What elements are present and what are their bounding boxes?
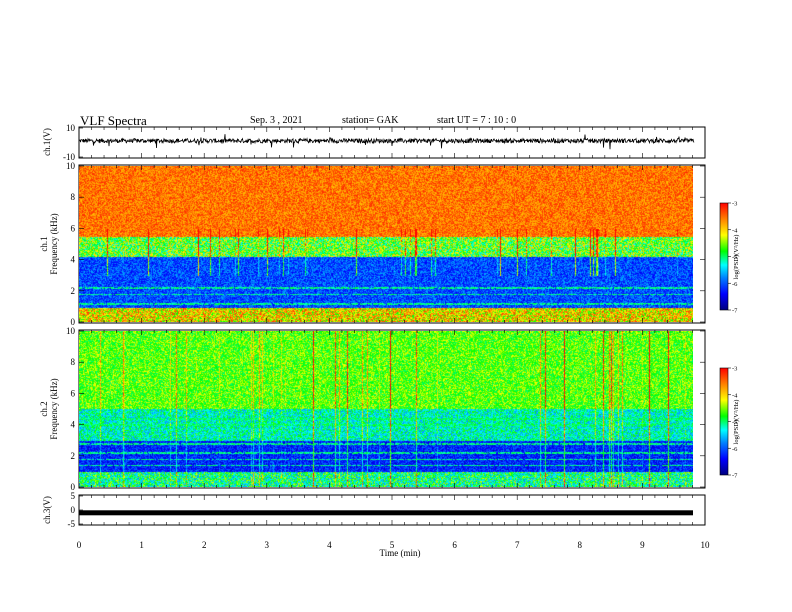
- x-tick-label: 8: [578, 540, 583, 550]
- ch2-colorbar: [719, 367, 729, 476]
- ch3-waveform-trace: [79, 510, 693, 516]
- ch1-spectrogram-heatmap: [79, 166, 693, 322]
- y-tick-label: 8: [71, 192, 76, 202]
- colorbar-tick-label: -3: [732, 366, 737, 373]
- x-axis-title: Time (min): [380, 548, 421, 558]
- y-tick-label: 0: [71, 317, 76, 327]
- ch1-spectrogram-ylabel-channel: ch.1: [39, 236, 49, 251]
- x-tick-label: 3: [265, 540, 270, 550]
- x-tick-label: 1: [139, 540, 144, 550]
- y-tick-label: 10: [66, 326, 76, 336]
- axis-ticks: 0 1 2 3 4 5 6 7 8 9 100246810024681010-1050-5-3-4-…: [63, 123, 738, 550]
- ch2-spectrogram-heatmap: [79, 331, 693, 487]
- colorbar-tick-label: -7: [732, 473, 738, 480]
- x-tick-label: 2: [202, 540, 207, 550]
- y-tick-label: 10: [66, 161, 76, 171]
- x-tick-label: 0: [77, 540, 82, 550]
- chart-title: VLF Spectra: [80, 113, 147, 128]
- colorbar-tick-label: -4: [732, 227, 738, 234]
- y-tick-label: 2: [71, 286, 76, 296]
- x-tick-label: 6: [452, 540, 457, 550]
- colorbar-tick-label: -6: [732, 446, 738, 453]
- ch1-waveform-trace: [78, 134, 695, 150]
- x-tick-label: 5: [390, 540, 395, 550]
- colorbar-tick-label: -5: [732, 419, 737, 426]
- ch1-colorbar: [719, 202, 729, 311]
- y-tick-label: 6: [71, 223, 76, 233]
- y-tick-label: 10: [66, 123, 76, 133]
- y-tick-label: 5: [71, 491, 76, 501]
- ch2-spectrogram-ylabel-channel: ch.2: [39, 401, 49, 416]
- y-tick-label: 4: [71, 255, 76, 265]
- ch1-waveform-ylabel: ch.1(V): [42, 128, 52, 156]
- y-tick-label: 6: [71, 388, 76, 398]
- y-tick-label: 2: [71, 451, 76, 461]
- x-tick-label: 9: [640, 540, 645, 550]
- y-tick-label: 8: [71, 357, 76, 367]
- colorbar-tick-label: -4: [732, 392, 738, 399]
- ch3-waveform-ylabel: ch.3(V): [42, 496, 52, 524]
- ch2-spectrogram-ylabel-freq: Frequency (kHz): [49, 378, 59, 439]
- colorbar-tick-label: -7: [732, 308, 738, 315]
- station-label: station= GAK: [342, 115, 399, 126]
- date-label: Sep. 3 , 2021: [250, 115, 303, 126]
- colorbar-tick-label: -3: [732, 201, 737, 208]
- y-tick-label: 4: [71, 420, 76, 430]
- y-tick-label: -10: [63, 152, 75, 162]
- colorbar-tick-label: -5: [732, 254, 737, 261]
- y-tick-label: 0: [71, 505, 76, 515]
- x-tick-label: 4: [327, 540, 332, 550]
- ch1-colorbar-label: log(PSD)(V²/Hz): [733, 235, 740, 280]
- x-tick-label: 7: [515, 540, 520, 550]
- ch1-spectrogram-ylabel-freq: Frequency (kHz): [49, 213, 59, 274]
- y-tick-label: 0: [71, 482, 76, 492]
- colorbar-tick-label: -6: [732, 281, 738, 288]
- x-tick-label: 10: [701, 540, 711, 550]
- ch2-colorbar-label: log(PSD)(V²/Hz): [733, 400, 740, 445]
- start-time-label: start UT = 7 : 10 : 0: [437, 115, 517, 126]
- y-tick-label: -5: [68, 519, 76, 529]
